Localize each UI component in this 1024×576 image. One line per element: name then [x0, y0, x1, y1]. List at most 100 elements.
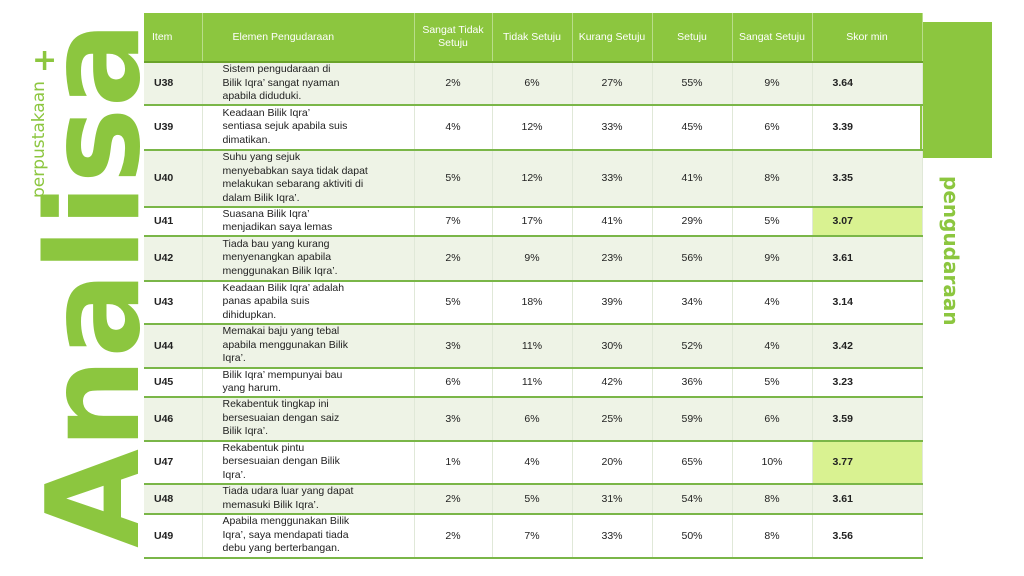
header-sangat-tidak-setuju: Sangat Tidak Setuju — [414, 13, 493, 63]
ks-cell: 39% — [572, 280, 653, 325]
table-row: U44 Memakai baju yang tebal apabila meng… — [144, 323, 923, 369]
sts-cell: 6% — [414, 367, 493, 398]
element-cell: Suasana Bilik Iqra’ menjadikan saya lema… — [202, 206, 415, 237]
ss-cell: 8% — [732, 483, 813, 515]
item-cell: U47 — [144, 440, 203, 485]
ts-cell: 9% — [492, 235, 573, 282]
score-cell: 3.59 — [812, 396, 923, 442]
element-cell: Keadaan Bilik Iqra’ adalah panas apabila… — [202, 280, 415, 325]
sts-cell: 3% — [414, 323, 493, 369]
sts-cell: 5% — [414, 149, 493, 208]
score-cell: 3.61 — [812, 483, 923, 515]
element-cell: Apabila menggunakan Bilik Iqra’, saya me… — [202, 513, 415, 559]
element-cell: Sistem pengudaraan di Bilik Iqra’ sangat… — [202, 62, 415, 106]
score-cell: 3.35 — [812, 149, 923, 208]
element-cell: Rekabentuk pintu bersesuaian dengan Bili… — [202, 440, 415, 485]
ss-cell: 5% — [732, 206, 813, 237]
item-cell: U40 — [144, 149, 203, 208]
ss-cell: 6% — [732, 104, 813, 151]
s-cell: 52% — [652, 323, 733, 369]
ss-cell: 6% — [732, 396, 813, 442]
s-cell: 45% — [652, 104, 733, 151]
table-row: U43 Keadaan Bilik Iqra’ adalah panas apa… — [144, 280, 923, 325]
ks-cell: 33% — [572, 149, 653, 208]
ss-cell: 4% — [732, 280, 813, 325]
ts-cell: 17% — [492, 206, 573, 237]
score-cell: 3.14 — [812, 280, 923, 325]
header-element: Elemen Pengudaraan — [202, 13, 415, 63]
item-cell: U39 — [144, 104, 203, 151]
element-cell: Rekabentuk tingkap ini bersesuaian denga… — [202, 396, 415, 442]
ts-cell: 5% — [492, 483, 573, 515]
table-row: U45 Bilik Iqra’ mempunyai bau yang harum… — [144, 367, 923, 398]
pengudaraan-title: pengudaraan — [939, 176, 963, 326]
ks-cell: 42% — [572, 367, 653, 398]
score-cell: 3.23 — [812, 367, 923, 398]
sts-cell: 2% — [414, 62, 493, 106]
ss-cell: 4% — [732, 323, 813, 369]
ks-cell: 25% — [572, 396, 653, 442]
table-row: U38 Sistem pengudaraan di Bilik Iqra’ sa… — [144, 62, 923, 106]
item-cell: U48 — [144, 483, 203, 515]
ts-cell: 11% — [492, 367, 573, 398]
s-cell: 41% — [652, 149, 733, 208]
s-cell: 50% — [652, 513, 733, 559]
element-cell: Memakai baju yang tebal apabila mengguna… — [202, 323, 415, 369]
ks-cell: 30% — [572, 323, 653, 369]
score-cell: 3.42 — [812, 323, 923, 369]
score-cell: 3.61 — [812, 235, 923, 282]
ks-cell: 27% — [572, 62, 653, 106]
header-tidak-setuju: Tidak Setuju — [492, 13, 573, 63]
item-cell: U41 — [144, 206, 203, 237]
ss-cell: 5% — [732, 367, 813, 398]
ts-cell: 18% — [492, 280, 573, 325]
plus-sign: + — [32, 43, 57, 78]
sts-cell: 5% — [414, 280, 493, 325]
ts-cell: 7% — [492, 513, 573, 559]
table-row: U41 Suasana Bilik Iqra’ menjadikan saya … — [144, 206, 923, 237]
pengudaraan-word: pengudaraan — [939, 176, 963, 326]
item-cell: U46 — [144, 396, 203, 442]
sts-cell: 2% — [414, 513, 493, 559]
element-cell: Suhu yang sejuk menyebabkan saya tidak d… — [202, 149, 415, 208]
s-cell: 54% — [652, 483, 733, 515]
item-cell: U43 — [144, 280, 203, 325]
item-cell: U49 — [144, 513, 203, 559]
ss-cell: 10% — [732, 440, 813, 485]
ss-cell: 9% — [732, 62, 813, 106]
analisa-word: Analisa — [20, 21, 148, 548]
ts-cell: 6% — [492, 396, 573, 442]
sts-cell: 1% — [414, 440, 493, 485]
sts-cell: 4% — [414, 104, 493, 151]
element-cell: Bilik Iqra’ mempunyai bau yang harum. — [202, 367, 415, 398]
score-cell-highlighted: 3.77 — [812, 440, 923, 485]
ks-cell: 41% — [572, 206, 653, 237]
table-row: U48 Tiada udara luar yang dapat memasuki… — [144, 483, 923, 515]
ks-cell: 31% — [572, 483, 653, 515]
table-row: U46 Rekabentuk tingkap ini bersesuaian d… — [144, 396, 923, 442]
table-row: U47 Rekabentuk pintu bersesuaian dengan … — [144, 440, 923, 485]
header-item: Item — [144, 13, 203, 63]
side-title: Analisa perpustakaan + — [20, 21, 148, 548]
table-row: U39 Keadaan Bilik Iqra’ sentiasa sejuk a… — [144, 104, 923, 151]
ss-cell: 8% — [732, 149, 813, 208]
table-header-row: Item Elemen Pengudaraan Sangat Tidak Set… — [144, 13, 923, 63]
header-sangat-setuju: Sangat Setuju — [732, 13, 813, 63]
item-cell: U38 — [144, 62, 203, 106]
ts-cell: 12% — [492, 104, 573, 151]
s-cell: 36% — [652, 367, 733, 398]
score-cell: 3.56 — [812, 513, 923, 559]
ts-cell: 4% — [492, 440, 573, 485]
sts-cell: 2% — [414, 235, 493, 282]
header-setuju: Setuju — [652, 13, 733, 63]
ks-cell: 33% — [572, 513, 653, 559]
element-cell: Tiada bau yang kurang menyenangkan apabi… — [202, 235, 415, 282]
element-cell: Keadaan Bilik Iqra’ sentiasa sejuk apabi… — [202, 104, 415, 151]
sts-cell: 3% — [414, 396, 493, 442]
s-cell: 34% — [652, 280, 733, 325]
ts-cell: 6% — [492, 62, 573, 106]
ss-cell: 8% — [732, 513, 813, 559]
table-row: U40 Suhu yang sejuk menyebabkan saya tid… — [144, 149, 923, 208]
element-cell: Tiada udara luar yang dapat memasuki Bil… — [202, 483, 415, 515]
score-cell-highlighted: 3.07 — [812, 206, 923, 237]
